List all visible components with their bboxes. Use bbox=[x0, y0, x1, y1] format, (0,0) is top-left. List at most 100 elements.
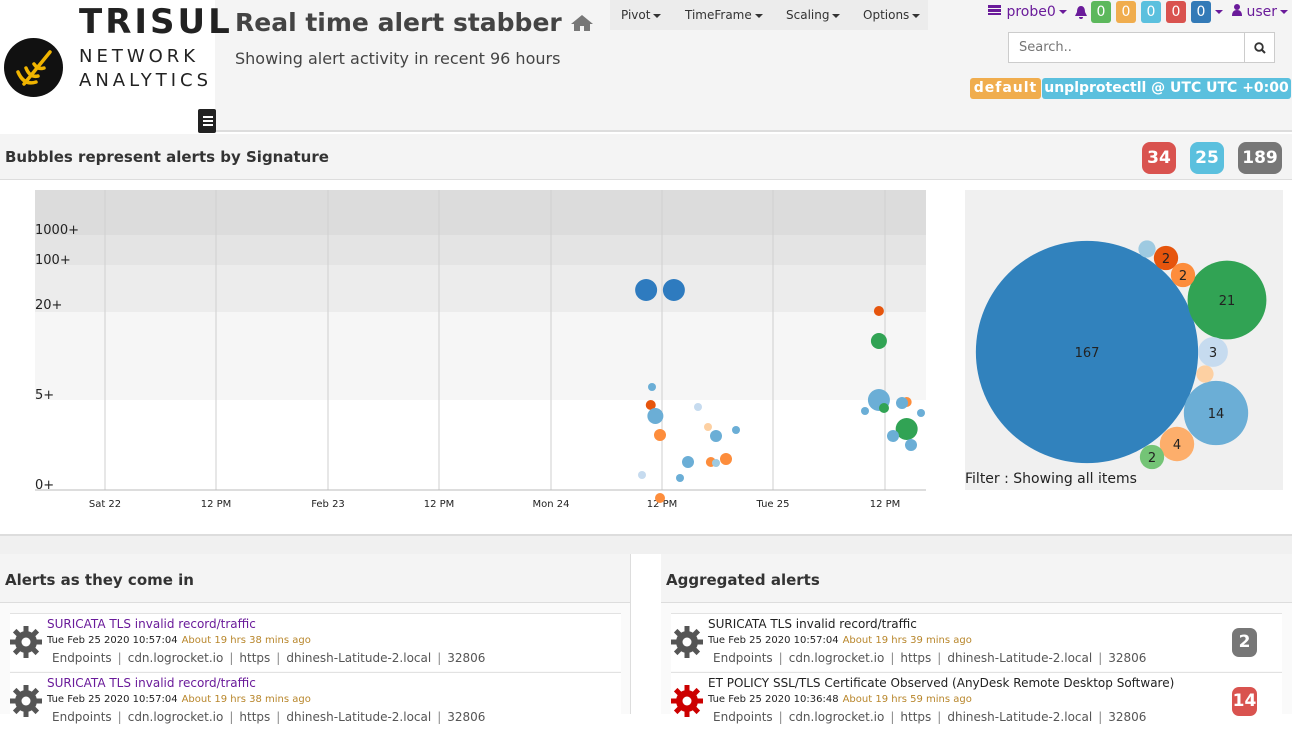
flow-field[interactable]: 32806 bbox=[1108, 651, 1147, 665]
signature-bubble[interactable] bbox=[1138, 240, 1156, 258]
alert-point[interactable] bbox=[732, 426, 740, 434]
alert-point[interactable] bbox=[676, 474, 684, 482]
x-tick-label: Mon 24 bbox=[533, 499, 570, 507]
flow-field[interactable]: dhinesh-Latitude-2.local bbox=[286, 651, 432, 665]
home-icon[interactable] bbox=[570, 14, 594, 32]
signature-bubble[interactable] bbox=[1183, 380, 1249, 446]
alert-point[interactable] bbox=[895, 418, 918, 440]
flow-field[interactable]: dhinesh-Latitude-2.local bbox=[286, 710, 432, 724]
flow-field[interactable]: 32806 bbox=[447, 710, 486, 724]
bubble-value-label: 167 bbox=[1075, 346, 1100, 361]
context-label[interactable]: default bbox=[970, 78, 1041, 99]
alert-point[interactable] bbox=[654, 429, 666, 441]
alert-count-badge[interactable]: 0 bbox=[1166, 1, 1186, 23]
flow-separator: | bbox=[1098, 651, 1103, 665]
flow-field[interactable]: cdn.logrocket.io bbox=[127, 710, 224, 724]
alert-point[interactable] bbox=[682, 456, 694, 468]
alert-flow: Endpoints | cdn.logrocket.io | https | dhinesh… bbox=[52, 710, 491, 724]
alert-title[interactable]: SURICATA TLS invalid record/traffic bbox=[708, 617, 917, 631]
alert-row[interactable]: SURICATA TLS invalid record/traffic Tue F… bbox=[671, 613, 1282, 671]
flow-field[interactable]: Endpoints bbox=[713, 710, 773, 724]
signature-bubble[interactable] bbox=[1159, 426, 1195, 462]
alert-point[interactable] bbox=[870, 333, 887, 349]
alert-point[interactable] bbox=[647, 408, 664, 424]
alert-row[interactable]: SURICATA TLS invalid record/traffic Tue F… bbox=[10, 672, 621, 730]
menu-timeframe-label: TimeFrame bbox=[685, 8, 752, 22]
alert-point[interactable] bbox=[873, 306, 884, 316]
flow-separator: | bbox=[117, 651, 122, 665]
menu-timeframe[interactable]: TimeFrame bbox=[685, 8, 763, 22]
alert-point[interactable] bbox=[720, 453, 732, 465]
user-menu[interactable]: user bbox=[1232, 4, 1288, 20]
alert-point[interactable] bbox=[704, 423, 712, 431]
alert-point[interactable] bbox=[694, 403, 702, 411]
alert-count-badge[interactable]: 14 bbox=[1232, 687, 1257, 716]
flow-field[interactable]: 32806 bbox=[447, 651, 486, 665]
alert-title[interactable]: SURICATA TLS invalid record/traffic bbox=[47, 617, 256, 631]
menu-options[interactable]: Options bbox=[863, 8, 921, 22]
signature-bubble[interactable] bbox=[1170, 262, 1196, 288]
alert-point[interactable] bbox=[710, 430, 722, 442]
flow-field[interactable]: cdn.logrocket.io bbox=[788, 651, 885, 665]
flow-field[interactable]: https bbox=[239, 710, 271, 724]
alert-row[interactable]: ET POLICY SSL/TLS Certificate Observed (… bbox=[671, 672, 1282, 730]
alert-ago: About 19 hrs 59 mins ago bbox=[842, 694, 972, 705]
flow-field[interactable]: cdn.logrocket.io bbox=[127, 651, 224, 665]
bell-icon[interactable] bbox=[1075, 6, 1087, 20]
alert-point[interactable] bbox=[861, 407, 869, 415]
probe-selector[interactable]: probe0 bbox=[988, 4, 1067, 20]
alert-point[interactable] bbox=[887, 430, 899, 442]
signature-bubble[interactable] bbox=[1198, 337, 1228, 367]
alert-point[interactable] bbox=[662, 279, 685, 301]
alert-count-badge[interactable]: 0 bbox=[1191, 1, 1211, 23]
menu-scaling[interactable]: Scaling bbox=[786, 8, 841, 22]
signature-bubble[interactable] bbox=[1139, 444, 1165, 470]
flow-field[interactable]: Endpoints bbox=[52, 651, 112, 665]
signature-bubble[interactable] bbox=[975, 240, 1199, 464]
timezone-label[interactable]: unplprotectll @ UTC UTC +0:00 bbox=[1042, 78, 1291, 99]
bubbles-section-header: Bubbles represent alerts by Signature 34… bbox=[0, 134, 1292, 180]
alert-point[interactable] bbox=[638, 471, 646, 479]
bubble-value-label: 2 bbox=[1179, 269, 1187, 284]
alert-point[interactable] bbox=[917, 409, 925, 417]
flow-field[interactable]: cdn.logrocket.io bbox=[788, 710, 885, 724]
flow-field[interactable]: Endpoints bbox=[52, 710, 112, 724]
alert-count-badge[interactable]: 0 bbox=[1116, 1, 1136, 23]
sidebar-toggle-button[interactable] bbox=[198, 109, 216, 133]
alert-row[interactable]: SURICATA TLS invalid record/traffic Tue F… bbox=[10, 613, 621, 671]
alert-count-badge[interactable]: 0 bbox=[1091, 1, 1111, 23]
flow-field[interactable]: https bbox=[239, 651, 271, 665]
signature-bubble[interactable] bbox=[1153, 245, 1179, 271]
alert-point[interactable] bbox=[645, 400, 656, 410]
alert-point[interactable] bbox=[905, 439, 917, 451]
flow-separator: | bbox=[229, 651, 234, 665]
alert-point[interactable] bbox=[879, 403, 889, 413]
alert-point[interactable] bbox=[655, 493, 665, 503]
alert-count-badge[interactable]: 2 bbox=[1232, 628, 1257, 657]
caret-down-icon bbox=[653, 13, 662, 18]
search-input[interactable] bbox=[1008, 32, 1245, 63]
flow-field[interactable]: dhinesh-Latitude-2.local bbox=[947, 710, 1093, 724]
alert-point[interactable] bbox=[635, 279, 658, 301]
bubble-value-label: 2 bbox=[1148, 451, 1156, 466]
severity-count-badge[interactable]: 34 bbox=[1142, 142, 1176, 174]
alert-point[interactable] bbox=[896, 397, 908, 409]
flow-field[interactable]: Endpoints bbox=[713, 651, 773, 665]
flow-field[interactable]: 32806 bbox=[1108, 710, 1147, 724]
severity-count-badge[interactable]: 189 bbox=[1238, 142, 1282, 174]
alert-point[interactable] bbox=[648, 383, 656, 391]
search-button[interactable] bbox=[1244, 32, 1275, 63]
menu-pivot[interactable]: Pivot bbox=[621, 8, 662, 22]
caret-down-icon[interactable] bbox=[1215, 10, 1223, 14]
alert-time: Tue Feb 25 2020 10:57:04 About 19 hrs 38 … bbox=[47, 635, 311, 646]
flow-field[interactable]: https bbox=[900, 651, 932, 665]
flow-field[interactable]: https bbox=[900, 710, 932, 724]
signature-bubble[interactable] bbox=[1187, 260, 1267, 340]
alert-count-badge[interactable]: 0 bbox=[1141, 1, 1161, 23]
alert-title[interactable]: SURICATA TLS invalid record/traffic bbox=[47, 676, 256, 690]
signature-bubble[interactable] bbox=[1196, 365, 1214, 383]
severity-count-badge[interactable]: 25 bbox=[1190, 142, 1224, 174]
alert-title[interactable]: ET POLICY SSL/TLS Certificate Observed (… bbox=[708, 676, 1175, 690]
flow-field[interactable]: dhinesh-Latitude-2.local bbox=[947, 651, 1093, 665]
alert-point[interactable] bbox=[712, 459, 720, 467]
